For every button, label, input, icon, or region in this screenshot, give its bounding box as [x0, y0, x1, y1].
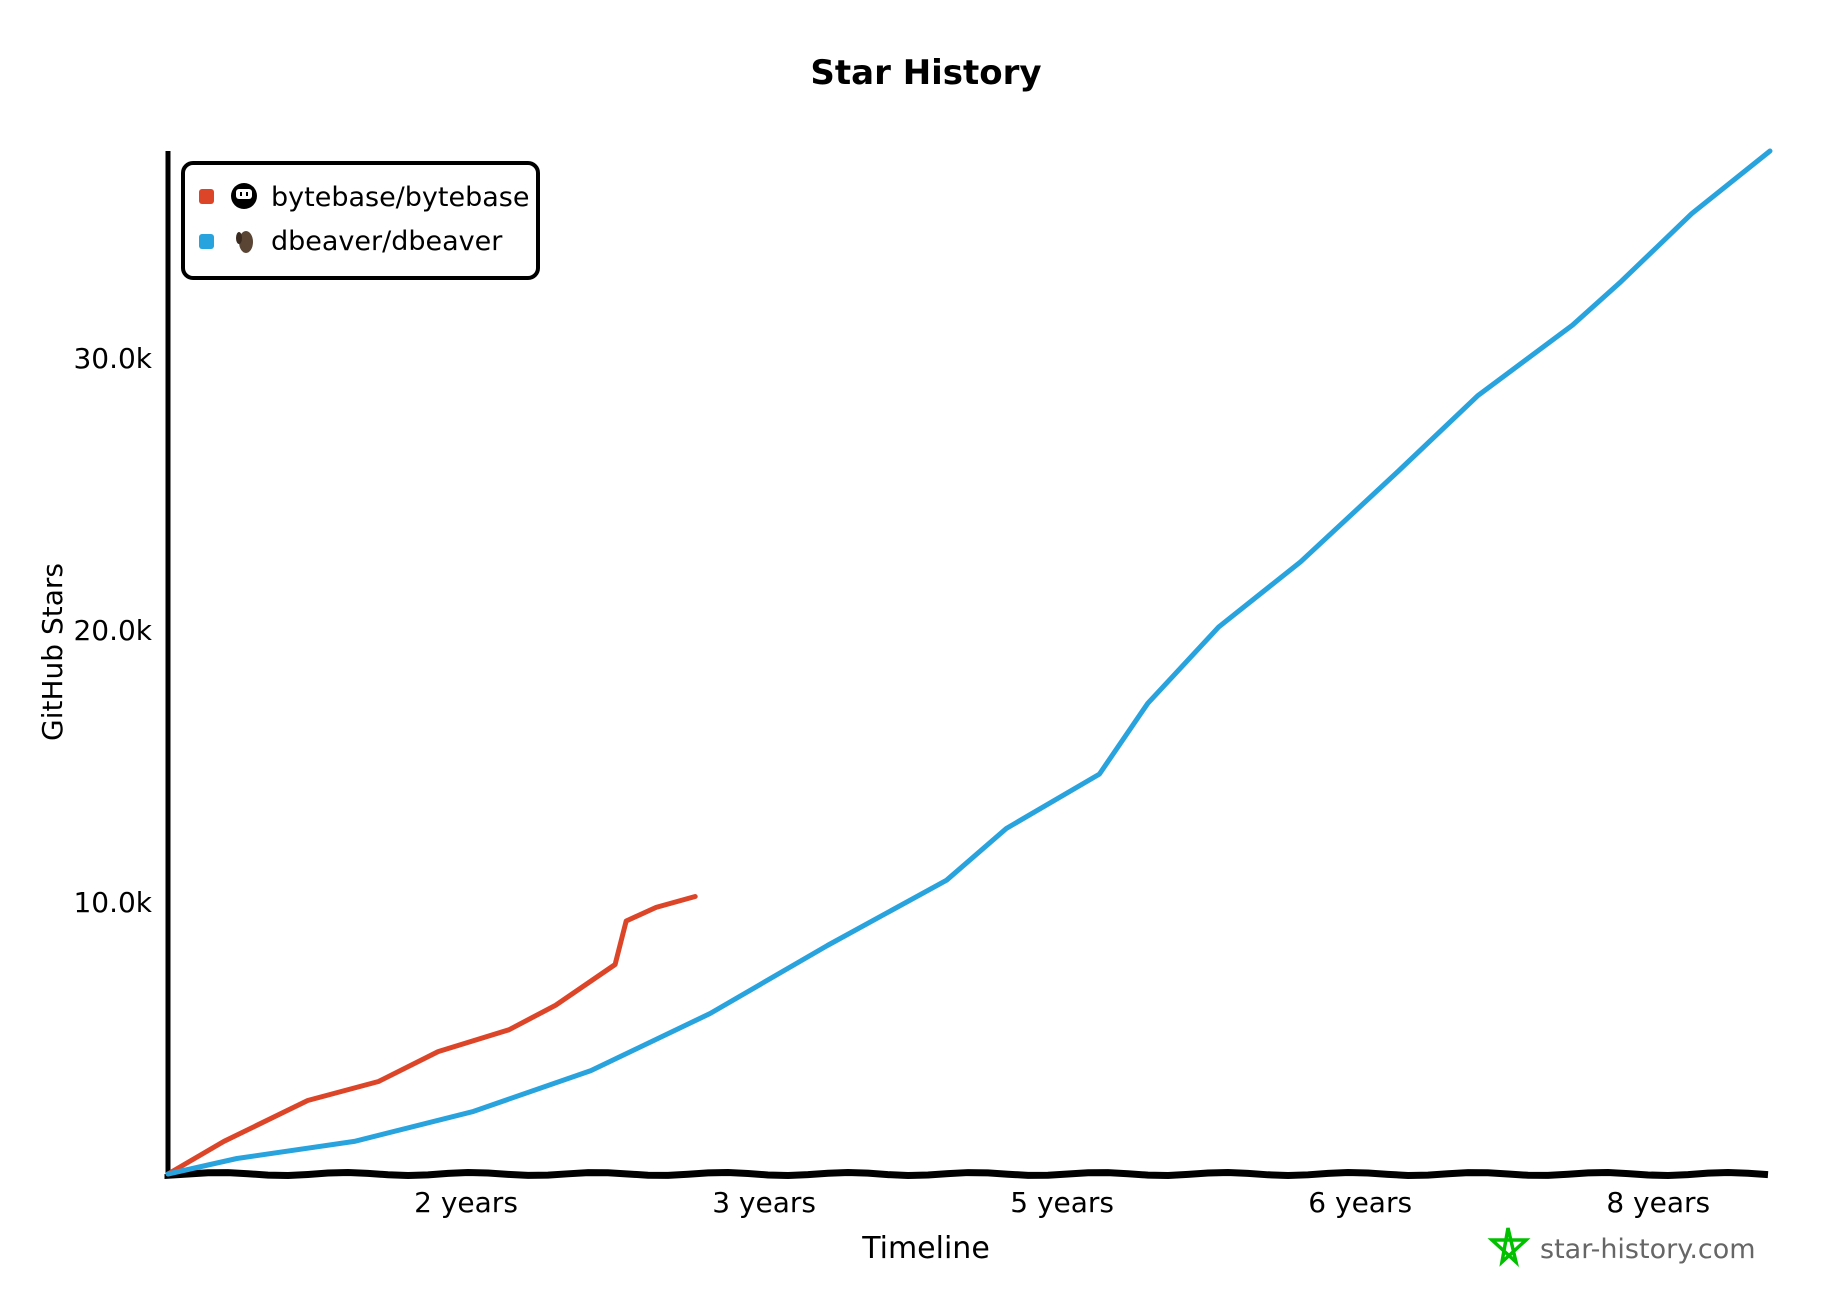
series-line-bytebase [165, 894, 698, 1177]
legend-swatch-bytebase [199, 189, 214, 204]
x-tick-label: 6 years [1308, 1186, 1412, 1219]
series-line-dbeaver [165, 148, 1773, 1177]
legend-label-bytebase: bytebase/bytebase [271, 182, 529, 213]
star-history-logo-icon [1487, 1227, 1531, 1268]
legend-swatch-dbeaver [199, 234, 214, 249]
watermark[interactable]: star-history.com [1487, 1227, 1756, 1268]
y-axis-label: GitHub Stars [36, 563, 69, 741]
x-tick-label: 8 years [1606, 1186, 1710, 1219]
y-tick-label: 10.0k [73, 886, 152, 919]
x-tick-label: 3 years [712, 1186, 816, 1219]
x-axis [164, 1168, 1769, 1180]
legend-label-dbeaver: dbeaver/dbeaver [271, 226, 503, 257]
x-tick-label: 2 years [414, 1186, 518, 1219]
series-lines [165, 148, 1773, 1177]
beaver-logo-icon [236, 231, 253, 253]
ticks: 2 years 3 years 5 years 6 years 8 years 10.0k… [73, 342, 1710, 1219]
y-tick-label: 30.0k [73, 342, 152, 375]
legend: bytebase/bytebase dbeaver/dbeaver [181, 161, 540, 280]
watermark-text[interactable]: star-history.com [1540, 1234, 1756, 1265]
bytebase-logo-icon [231, 183, 257, 209]
x-tick-label: 5 years [1010, 1186, 1114, 1219]
y-tick-label: 20.0k [73, 614, 152, 647]
axes [164, 151, 1769, 1180]
x-axis-label: Timeline [861, 1231, 990, 1266]
legend-box [181, 161, 540, 280]
chart-title: Star History [810, 53, 1041, 93]
